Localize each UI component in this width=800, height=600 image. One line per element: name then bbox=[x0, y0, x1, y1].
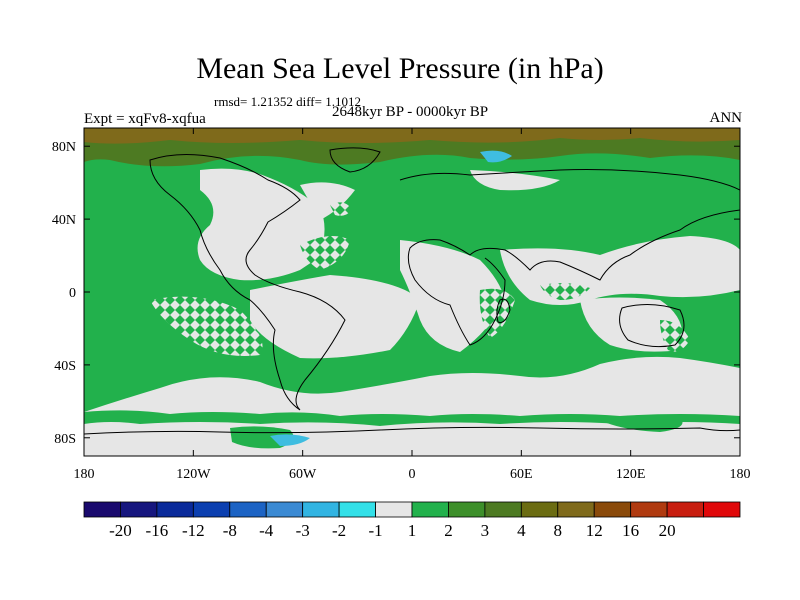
colorbar-label: 3 bbox=[481, 521, 490, 540]
hatch-natlantic bbox=[330, 202, 352, 216]
coast-americas bbox=[149, 153, 346, 411]
colorbar-label: 8 bbox=[554, 521, 563, 540]
field-neutral-natlantic bbox=[300, 182, 355, 220]
period-label: 2648kyr BP - 0000kyr BP bbox=[331, 104, 489, 120]
colorbar-swatch bbox=[448, 501, 486, 518]
y-tick-label: 80N bbox=[52, 140, 76, 155]
y-tick-label: 40N bbox=[52, 213, 76, 228]
arctic-cyan-patch bbox=[480, 150, 512, 163]
antarctic-cyan-patch bbox=[270, 434, 310, 446]
colorbar-swatch bbox=[666, 501, 704, 518]
plot-title: Mean Sea Level Pressure (in hPa) bbox=[196, 52, 604, 85]
field-neutral-southern-ocean bbox=[84, 356, 740, 412]
antarctic-green-east bbox=[600, 415, 683, 432]
colorbar-swatch bbox=[630, 501, 668, 518]
x-tick-label: 60E bbox=[510, 467, 533, 482]
colorbar-label: -2 bbox=[332, 521, 346, 540]
colorbar-swatch bbox=[229, 501, 267, 518]
colorbar-swatch bbox=[120, 501, 158, 518]
colorbar-swatch bbox=[375, 501, 413, 518]
colorbar-label: 4 bbox=[517, 521, 526, 540]
hatch-indian bbox=[540, 283, 590, 300]
coast-madagascar bbox=[496, 298, 511, 323]
y-tick-label: 40S bbox=[54, 359, 76, 374]
colorbar: -20 -16 -12 -8 -4 -3 -2 -1 1 2 3 4 8 12 16 20 bbox=[83, 501, 741, 540]
colorbar-label: 20 bbox=[659, 521, 676, 540]
hatch-caribbean bbox=[300, 236, 350, 270]
y-axis: 80N 40N 0 40S 80S bbox=[52, 140, 740, 447]
coast-antarctica bbox=[84, 426, 740, 435]
hatch-tasman bbox=[660, 320, 690, 352]
colorbar-swatch bbox=[484, 501, 522, 518]
y-tick-label: 80S bbox=[54, 432, 76, 447]
colorbar-label: -8 bbox=[223, 521, 237, 540]
colorbar-label: -3 bbox=[296, 521, 310, 540]
field-neutral-europe bbox=[470, 170, 560, 191]
colorbar-label: 12 bbox=[586, 521, 603, 540]
x-tick-label: 60W bbox=[289, 467, 317, 482]
x-tick-label: 120W bbox=[176, 467, 211, 482]
coast-australia bbox=[619, 304, 685, 348]
x-tick-label: 0 bbox=[409, 467, 416, 482]
antarctic-green-band bbox=[84, 410, 740, 426]
colorbar-swatch bbox=[703, 501, 741, 518]
colorbar-swatch bbox=[83, 501, 121, 518]
colorbar-label: 1 bbox=[408, 521, 417, 540]
experiment-label: Expt = xqFv8-xqfua bbox=[84, 111, 206, 127]
field-neutral-australia bbox=[580, 297, 683, 352]
x-tick-label: 180 bbox=[74, 467, 95, 482]
field-neutral-africa bbox=[400, 240, 505, 352]
colorbar-swatch bbox=[265, 501, 304, 518]
x-tick-label: 120E bbox=[616, 467, 646, 482]
colorbar-label: -12 bbox=[182, 521, 205, 540]
colorbar-label: -20 bbox=[109, 521, 132, 540]
colorbar-label: -16 bbox=[146, 521, 169, 540]
stats-label: rmsd= 1.21352 diff= 1.1012 bbox=[214, 94, 361, 109]
colorbar-swatch bbox=[411, 501, 449, 518]
x-tick-label: 180 bbox=[730, 467, 751, 482]
x-axis: 180 120W 60W 0 60E 120E 180 bbox=[74, 128, 751, 482]
season-label: ANN bbox=[709, 110, 743, 126]
colorbar-label: 16 bbox=[622, 521, 639, 540]
colorbar-swatch bbox=[520, 501, 559, 518]
y-tick-label: 0 bbox=[69, 286, 76, 301]
colorbar-label: -4 bbox=[259, 521, 274, 540]
colorbar-label: 2 bbox=[444, 521, 453, 540]
hatch-southeast-pacific bbox=[150, 296, 263, 356]
colorbar-swatch bbox=[557, 501, 595, 518]
colorbar-label: -1 bbox=[368, 521, 382, 540]
colorbar-swatch bbox=[156, 501, 194, 518]
field-neutral-samerica bbox=[250, 275, 420, 359]
field-neutral-namerica bbox=[197, 168, 325, 281]
colorbar-swatch bbox=[593, 501, 632, 518]
coast-greenland bbox=[329, 147, 381, 173]
coast-eurasia-africa bbox=[399, 169, 740, 346]
coastlines bbox=[84, 147, 740, 435]
colorbar-swatch bbox=[192, 501, 231, 518]
arctic-brown bbox=[84, 128, 740, 144]
map-field bbox=[84, 128, 740, 456]
colorbar-swatch bbox=[302, 501, 340, 518]
colorbar-swatch bbox=[338, 501, 376, 518]
